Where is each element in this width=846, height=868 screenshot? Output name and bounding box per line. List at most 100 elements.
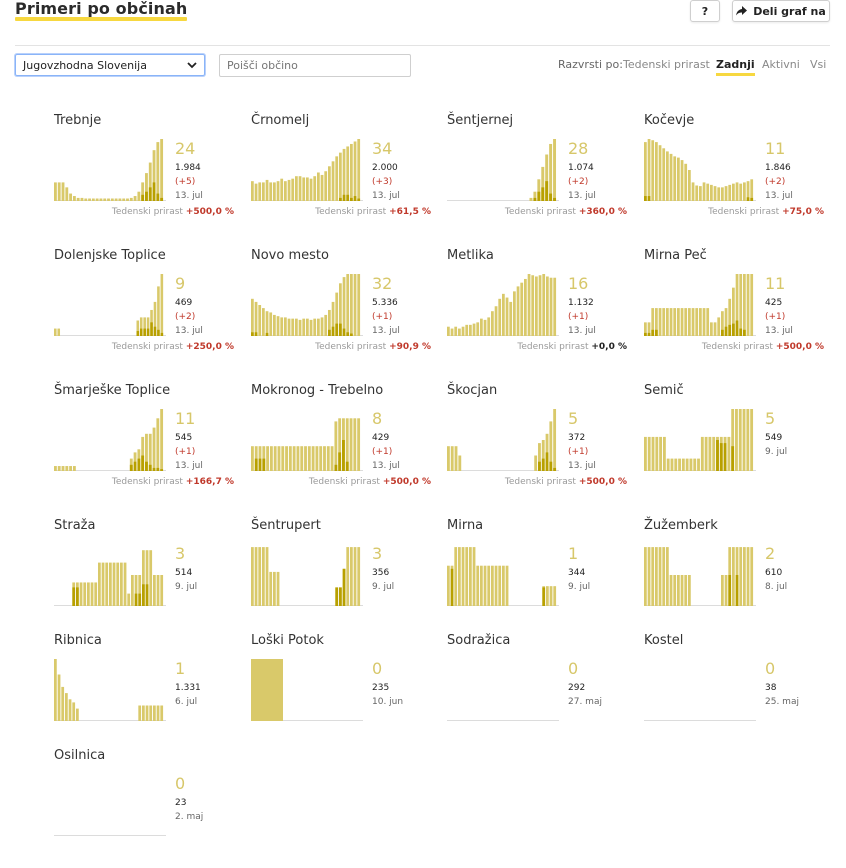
help-button[interactable]: ? bbox=[690, 0, 720, 22]
sparkline-bar bbox=[98, 562, 101, 606]
municipality-card[interactable]: Semič 5 549 9. jul bbox=[644, 383, 824, 503]
total-cases: 235 bbox=[372, 683, 390, 693]
sparkline-bar-new bbox=[157, 329, 160, 336]
municipality-card[interactable]: Šentjernej 28 1.074 (+2) 13. jul Tedenski pri… bbox=[447, 113, 627, 233]
active-cases: 11 bbox=[765, 139, 786, 158]
last-update-date: 13. jul bbox=[372, 326, 400, 336]
total-cases: 610 bbox=[765, 568, 783, 578]
municipality-card[interactable]: Osilnica 0 23 2. maj bbox=[54, 748, 234, 868]
sparkline-bar bbox=[644, 322, 647, 336]
sparkline-bar-new bbox=[156, 467, 160, 471]
municipality-card[interactable]: Loški Potok 0 235 10. jun bbox=[251, 633, 431, 753]
sparkline-bar-new bbox=[545, 452, 549, 471]
municipality-card[interactable]: Trebnje 24 1.984 (+5) 13. jul Tedenski priras… bbox=[54, 113, 234, 233]
sparkline-bar bbox=[76, 708, 79, 721]
sparkline-bar bbox=[498, 298, 502, 336]
sparkline-bar bbox=[535, 276, 538, 336]
sparkline-bar-new bbox=[537, 191, 541, 201]
sparkline-bar bbox=[465, 547, 469, 606]
sort-option-active[interactable]: Aktivni bbox=[762, 58, 800, 71]
sparkline-bar bbox=[298, 176, 302, 201]
weekly-growth-value: +90,9 % bbox=[389, 342, 431, 352]
sparkline-bar bbox=[148, 162, 152, 201]
sparkline-chart bbox=[447, 274, 559, 336]
sparkline-bar-new bbox=[160, 332, 164, 336]
sparkline-bar bbox=[120, 562, 123, 606]
municipality-card[interactable]: Šmarješke Toplice 11 545 (+1) 13. jul Tedensk… bbox=[54, 383, 234, 503]
share-button[interactable]: Deli graf na bbox=[732, 0, 830, 22]
sparkline-bar bbox=[266, 446, 270, 471]
sparkline-bar bbox=[156, 575, 160, 606]
municipality-name: Metlika bbox=[447, 248, 494, 263]
weekly-growth-value: +500,0 % bbox=[382, 477, 431, 487]
last-update-date: 25. maj bbox=[765, 697, 799, 707]
sparkline-bar bbox=[669, 308, 673, 336]
sparkline-bar-new bbox=[538, 461, 541, 471]
sparkline-bar-new bbox=[141, 455, 145, 471]
municipality-card[interactable]: Metlika 16 1.132 (+1) 13. jul Tedenski priras… bbox=[447, 248, 627, 368]
municipality-card[interactable]: Sodražica 0 292 27. maj bbox=[447, 633, 627, 753]
sparkline-bar bbox=[265, 547, 269, 606]
sparkline-bar bbox=[126, 198, 129, 201]
municipality-card[interactable]: Kostel 0 38 25. maj bbox=[644, 633, 824, 753]
sparkline-bar bbox=[702, 308, 706, 336]
sparkline-bar-new bbox=[746, 197, 750, 201]
sparkline-bar bbox=[302, 177, 306, 201]
sparkline-bar bbox=[139, 317, 143, 336]
active-cases: 3 bbox=[175, 544, 186, 563]
sparkline-bar bbox=[258, 305, 262, 336]
sparkline-bar bbox=[491, 311, 494, 336]
search-input[interactable] bbox=[219, 54, 411, 77]
sparkline-bar bbox=[57, 328, 61, 336]
sparkline-bar-new bbox=[331, 326, 335, 336]
municipality-card[interactable]: Mirna Peč 11 425 (+1) 13. jul Tedenski priras… bbox=[644, 248, 824, 368]
sort-option-latest[interactable]: Zadnji bbox=[716, 58, 755, 76]
sparkline-bar bbox=[717, 317, 721, 336]
sparkline-bar bbox=[472, 547, 476, 606]
sort-option-weekly[interactable]: Tedenski prirast bbox=[623, 58, 710, 71]
sparkline-bar-new bbox=[339, 197, 342, 201]
municipality-card[interactable]: Šentrupert 3 356 9. jul bbox=[251, 518, 431, 638]
sparkline-bar-new bbox=[723, 443, 727, 471]
region-select[interactable]: Jugovzhodna Slovenija bbox=[15, 54, 205, 76]
sparkline-bar bbox=[160, 575, 164, 606]
sparkline-bar bbox=[291, 178, 295, 201]
sparkline-bar-new bbox=[735, 320, 739, 336]
sparkline-bar bbox=[697, 458, 700, 471]
sparkline-bar bbox=[458, 547, 461, 606]
active-cases: 32 bbox=[372, 274, 393, 293]
weekly-growth-label: Tedenski prirast bbox=[517, 342, 589, 352]
municipality-card[interactable]: Dolenjske Toplice 9 469 (+2) 13. jul Tedenski… bbox=[54, 248, 234, 368]
sparkline-bar bbox=[702, 182, 706, 201]
sparkline-bar bbox=[647, 322, 651, 336]
sparkline-bar bbox=[90, 582, 94, 606]
sparkline-bar bbox=[114, 198, 118, 201]
sparkline-bar-new bbox=[735, 575, 739, 606]
municipality-card[interactable]: Škocjan 5 372 (+1) 13. jul Tedenski prirast +… bbox=[447, 383, 627, 503]
sparkline-bar bbox=[706, 183, 710, 201]
municipality-card[interactable]: Novo mesto 32 5.336 (+1) 13. jul Tedenski pri… bbox=[251, 248, 431, 368]
active-cases: 34 bbox=[372, 139, 393, 158]
active-cases: 24 bbox=[175, 139, 196, 158]
sparkline-bar bbox=[743, 274, 746, 336]
sparkline-bar bbox=[54, 182, 57, 201]
sparkline-bar bbox=[105, 562, 109, 606]
sparkline-bar bbox=[447, 326, 450, 336]
sparkline-bar bbox=[131, 575, 134, 606]
sparkline-bar bbox=[148, 433, 152, 471]
municipality-card[interactable]: Ribnica 1 1.331 6. jul bbox=[54, 633, 234, 753]
sparkline-bar bbox=[670, 458, 674, 471]
sparkline-bar bbox=[553, 277, 557, 336]
municipality-card[interactable]: Črnomelj 34 2.000 (+3) 13. jul Tedenski prira… bbox=[251, 113, 431, 233]
municipality-card[interactable]: Mokronog - Trebelno 8 429 (+1) 13. jul Tedens… bbox=[251, 383, 431, 503]
sparkline-bar bbox=[258, 182, 262, 201]
weekly-growth-label: Tedenski prirast bbox=[504, 207, 576, 217]
municipality-card[interactable]: Kočevje 11 1.846 (+2) 13. jul Tedenski priras… bbox=[644, 113, 824, 233]
sort-option-all[interactable]: Vsi bbox=[810, 58, 827, 71]
municipality-card[interactable]: Žužemberk 2 610 8. jul bbox=[644, 518, 824, 638]
municipality-card[interactable]: Straža 3 514 9. jul bbox=[54, 518, 234, 638]
sparkline-bar bbox=[76, 197, 80, 201]
sparkline-chart bbox=[644, 274, 756, 336]
sparkline-bar bbox=[739, 547, 743, 606]
municipality-card[interactable]: Mirna 1 344 9. jul bbox=[447, 518, 627, 638]
